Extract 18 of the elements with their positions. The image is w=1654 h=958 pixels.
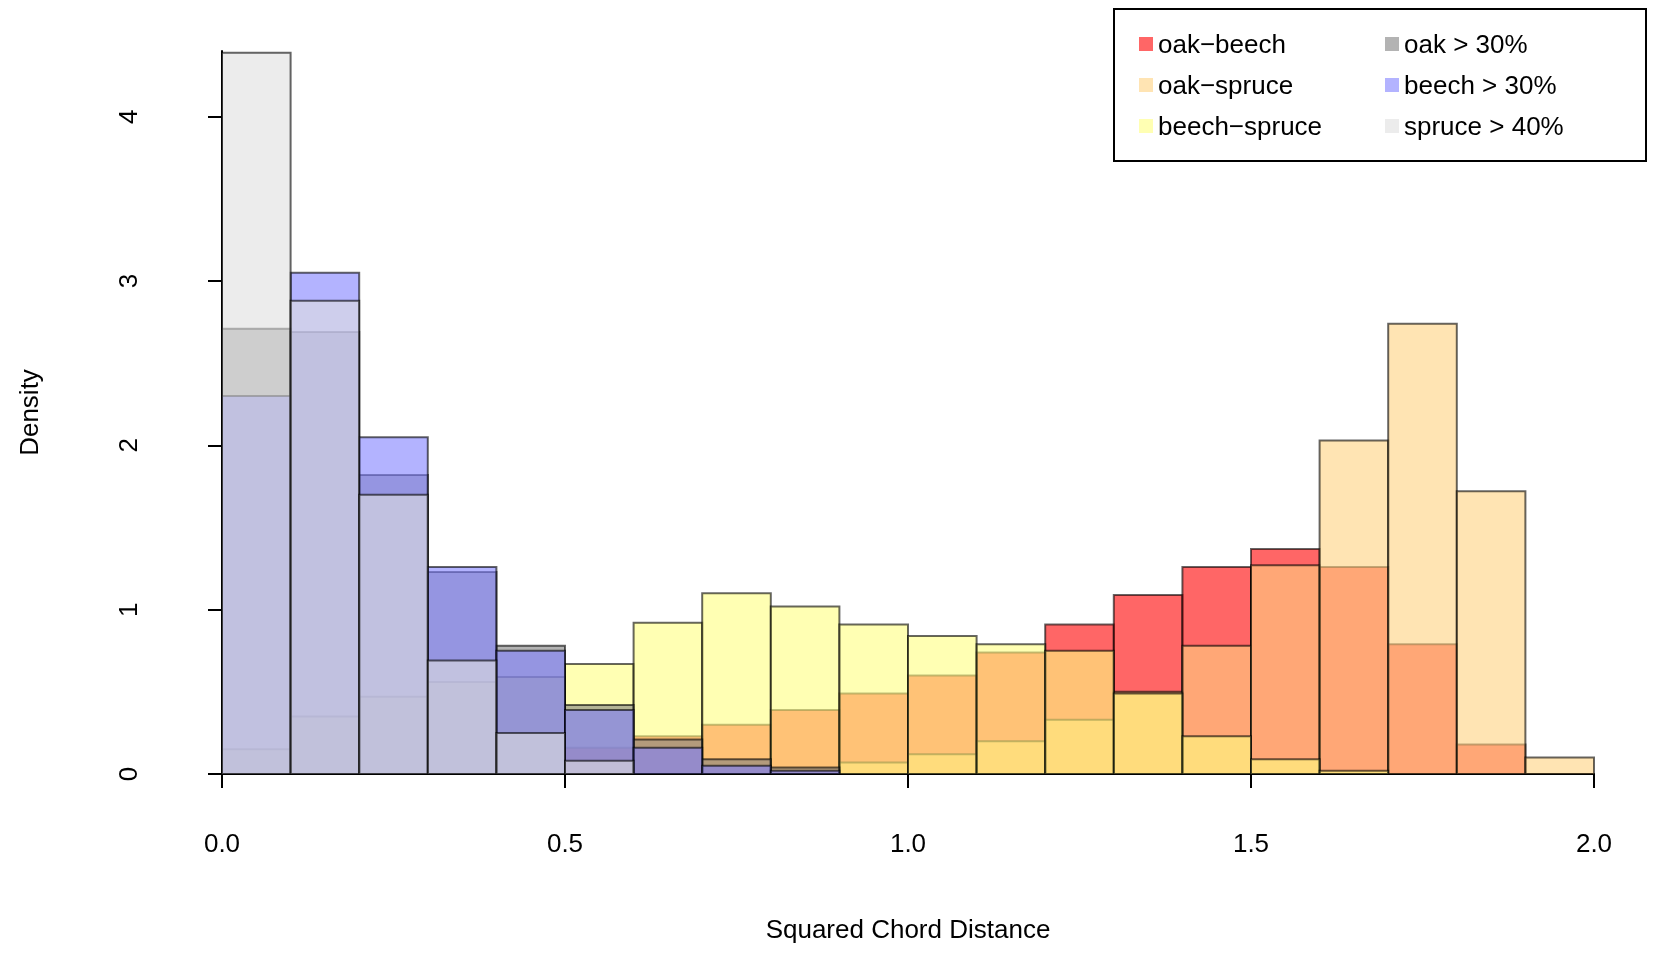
x-tick-label: 1.5 [1232, 828, 1270, 858]
legend-label: spruce > 40% [1404, 111, 1564, 141]
x-tick-label: 0.5 [546, 828, 584, 858]
x-tick-label: 2.0 [1575, 828, 1613, 858]
legend-label: oak > 30% [1404, 29, 1528, 59]
y-axis-title: Density [14, 369, 44, 456]
legend-label: beech > 30% [1404, 70, 1557, 100]
y-tick-label: 2 [113, 438, 143, 453]
x-axis-title: Squared Chord Distance [765, 914, 1051, 944]
y-tick-label: 3 [113, 273, 143, 289]
legend-label: oak−spruce [1158, 70, 1294, 100]
x-tick-label: 0.0 [203, 828, 241, 858]
legend-label: beech−spruce [1158, 111, 1323, 141]
y-tick-label: 4 [113, 109, 143, 124]
x-tick-label: 1.0 [889, 828, 927, 858]
y-tick-label: 1 [113, 602, 143, 617]
y-tick-label: 0 [113, 766, 143, 782]
legend-label: oak−beech [1158, 29, 1286, 59]
